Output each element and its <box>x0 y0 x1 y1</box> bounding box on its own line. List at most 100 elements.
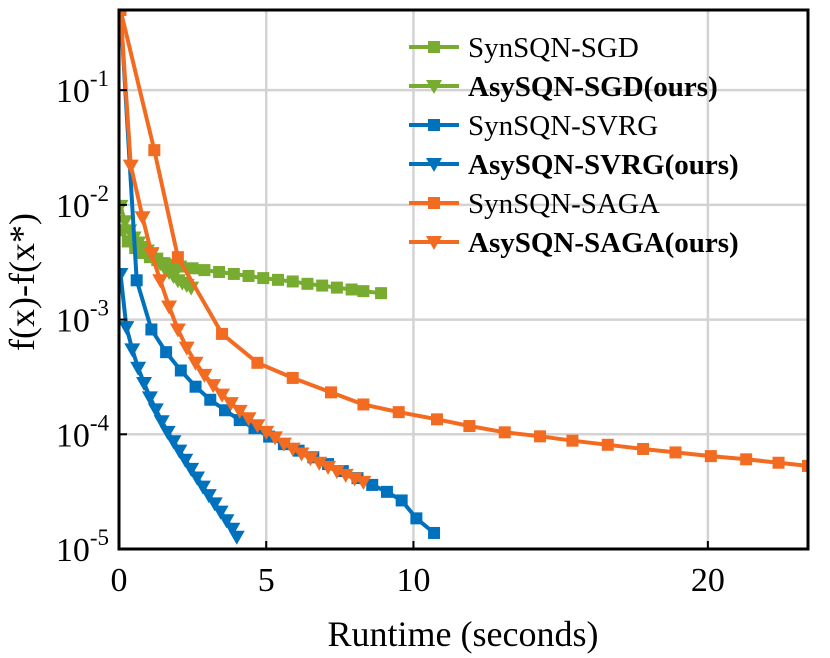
y-tick-exponent: -1 <box>90 66 109 91</box>
data-point-synsqn-sgd <box>272 273 284 286</box>
data-point-synsqn-sgd <box>345 283 358 296</box>
data-point-synsqn-svrg <box>233 414 246 427</box>
data-point-synsqn-saga <box>171 251 184 264</box>
data-point-asysqn-svrg-ours <box>165 435 182 450</box>
data-point-synsqn-sgd <box>375 287 388 300</box>
data-point-synsqn-saga <box>216 327 229 340</box>
data-point-synsqn-saga <box>251 356 264 369</box>
data-point-asysqn-svrg-ours <box>119 321 135 336</box>
data-point-asysqn-svrg-ours <box>228 530 245 545</box>
data-point-asysqn-saga-ours <box>284 442 301 457</box>
data-point-asysqn-saga-ours <box>275 437 292 452</box>
data-point-synsqn-svrg <box>145 323 158 336</box>
y-tick-base: 10 <box>56 73 90 110</box>
y-tick-exponent: -3 <box>90 296 109 321</box>
data-point-asysqn-svrg-ours <box>124 343 141 358</box>
data-point-synsqn-saga <box>463 420 476 433</box>
y-tick-base: 10 <box>56 303 90 340</box>
data-point-asysqn-saga-ours <box>214 388 231 403</box>
legend-label-asysqn-saga-ours: AsySQN-SAGA(ours) <box>468 227 739 259</box>
y-tick-label: 10-4 <box>56 410 110 454</box>
data-point-synsqn-sgd <box>301 277 314 290</box>
data-point-synsqn-svrg <box>410 512 423 525</box>
data-point-asysqn-saga-ours <box>293 447 310 462</box>
data-point-asysqn-saga-ours <box>311 456 328 471</box>
legend-label-synsqn-svrg: SynSQN-SVRG <box>468 110 658 142</box>
data-point-synsqn-svrg <box>204 393 217 406</box>
data-point-asysqn-saga-ours <box>187 356 204 371</box>
data-point-synsqn-sgd <box>119 224 127 237</box>
x-tick-label: 0 <box>111 562 128 599</box>
data-point-synsqn-sgd <box>316 279 329 292</box>
data-point-asysqn-saga-ours <box>302 452 319 467</box>
data-point-synsqn-svrg <box>366 478 379 491</box>
data-point-asysqn-svrg-ours <box>218 514 235 529</box>
data-point-asysqn-saga-ours <box>119 10 126 18</box>
data-point-synsqn-saga <box>601 438 614 451</box>
data-point-synsqn-sgd <box>330 281 343 294</box>
data-point-asysqn-saga-ours <box>169 323 186 338</box>
data-point-synsqn-saga <box>498 426 511 439</box>
y-tick-exponent: -5 <box>90 525 109 550</box>
data-point-asysqn-saga-ours <box>240 412 257 427</box>
data-point-asysqn-saga-ours <box>143 247 160 262</box>
data-point-asysqn-svrg-ours <box>224 522 241 537</box>
data-point-asysqn-saga-ours <box>355 475 372 490</box>
data-point-asysqn-saga-ours <box>267 431 284 446</box>
y-tick-label: 10-2 <box>56 181 109 225</box>
y-tick-label: 10-1 <box>56 66 109 110</box>
data-point-asysqn-svrg-ours <box>183 462 200 477</box>
data-point-asysqn-saga-ours <box>222 397 239 412</box>
data-point-asysqn-svrg-ours <box>189 471 206 486</box>
data-point-asysqn-saga-ours <box>178 341 195 356</box>
data-point-synsqn-sgd <box>198 264 211 277</box>
grid-lines <box>119 10 808 549</box>
legend-label-asysqn-svrg-ours: AsySQN-SVRG(ours) <box>468 149 739 181</box>
data-point-asysqn-svrg-ours <box>141 391 158 406</box>
data-point-asysqn-svrg-ours <box>194 480 211 495</box>
legend-label-asysqn-sgd-ours: AsySQN-SGD(ours) <box>468 71 718 103</box>
data-point-asysqn-svrg-ours <box>130 361 147 376</box>
data-point-asysqn-saga-ours <box>231 404 248 419</box>
data-point-synsqn-sgd <box>357 285 370 298</box>
data-point-synsqn-sgd <box>257 272 270 285</box>
data-point-synsqn-svrg <box>428 526 441 539</box>
legend-marker-synsqn-svrg <box>428 119 440 131</box>
data-point-asysqn-saga-ours <box>258 425 275 440</box>
data-point-synsqn-sgd <box>213 265 226 278</box>
data-point-synsqn-saga <box>566 434 579 447</box>
data-point-synsqn-saga <box>637 442 650 455</box>
y-tick-base: 10 <box>56 188 90 225</box>
data-point-asysqn-svrg-ours <box>136 377 153 392</box>
data-point-asysqn-svrg-ours <box>206 497 223 512</box>
x-axis-title: Runtime (seconds) <box>328 614 599 654</box>
legend: SynSQN-SGD AsySQN-SGD(ours) SynSQN-SVRG Asy… <box>409 32 739 259</box>
y-tick-exponent: -2 <box>90 181 109 206</box>
data-point-asysqn-svrg-ours <box>212 505 229 520</box>
data-point-asysqn-svrg-ours <box>147 403 164 418</box>
data-point-synsqn-saga <box>148 144 161 157</box>
data-point-asysqn-saga-ours <box>337 468 354 483</box>
data-point-asysqn-svrg-ours <box>171 444 188 459</box>
legend-marker-asysqn-svrg-ours <box>426 158 442 172</box>
data-point-synsqn-sgd <box>286 275 299 288</box>
data-point-asysqn-svrg-ours <box>153 415 170 430</box>
data-point-synsqn-svrg <box>160 346 173 359</box>
data-point-synsqn-svrg <box>189 380 202 393</box>
series-synsqn-saga <box>119 10 808 472</box>
legend-marker-asysqn-sgd-ours <box>426 80 442 94</box>
data-point-synsqn-saga <box>286 371 299 384</box>
legend-marker-synsqn-saga <box>428 197 440 209</box>
data-point-asysqn-saga-ours <box>249 419 266 434</box>
data-point-asysqn-svrg-ours <box>177 453 194 468</box>
y-tick-base: 10 <box>56 417 90 454</box>
y-tick-exponent: -4 <box>90 410 110 435</box>
data-point-asysqn-sgd-ours <box>119 215 133 230</box>
data-point-synsqn-svrg <box>130 274 143 287</box>
data-point-synsqn-svrg <box>219 404 231 417</box>
data-point-synsqn-saga <box>704 450 717 463</box>
data-point-synsqn-sgd <box>227 267 240 280</box>
data-point-synsqn-saga <box>669 446 682 459</box>
